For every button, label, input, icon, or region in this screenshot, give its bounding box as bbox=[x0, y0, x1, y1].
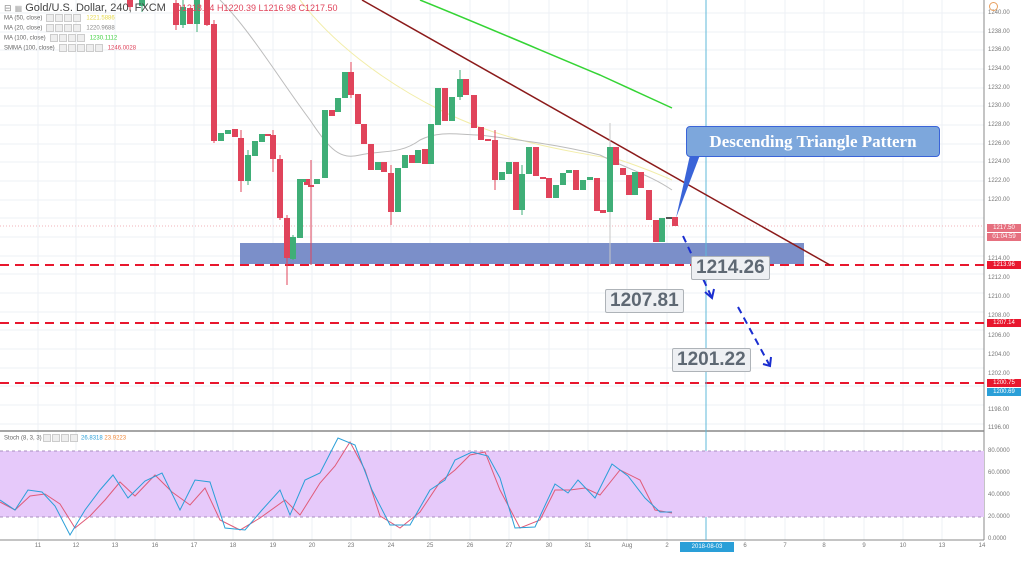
callout-pointer bbox=[676, 155, 700, 218]
pattern-callout[interactable]: Descending Triangle Pattern bbox=[686, 126, 940, 157]
indicator-ma100[interactable]: MA (100, close) 1230.1112 bbox=[4, 34, 118, 42]
descending-trendline[interactable] bbox=[361, 0, 831, 266]
indicator-buttons[interactable] bbox=[58, 44, 104, 52]
stoch-legend[interactable]: Stoch (8, 3, 3) 26.8318 23.9223 bbox=[4, 434, 127, 442]
indicator-buttons[interactable] bbox=[49, 34, 86, 42]
stoch-d-line bbox=[0, 441, 673, 531]
indicator-smma100[interactable]: SMMA (100, close) 1246.0028 bbox=[4, 44, 137, 52]
indicator-buttons[interactable] bbox=[46, 14, 82, 22]
level-label-1207[interactable]: 1207.81 bbox=[605, 289, 684, 313]
stoch-k-line bbox=[0, 437, 672, 537]
ma100-line bbox=[419, 0, 673, 109]
ma20-line bbox=[219, 0, 673, 191]
stoch-d-value: 23.9223 bbox=[104, 435, 127, 442]
stoch-band-fill bbox=[0, 451, 984, 517]
level-tag-1207: 1207.14 bbox=[987, 319, 1021, 327]
level-label-1201[interactable]: 1201.22 bbox=[672, 348, 751, 372]
crosshair-price-tag: 1200.69 bbox=[987, 388, 1021, 396]
indicator-ma20[interactable]: MA (20, close) 1220.9688 bbox=[4, 24, 115, 32]
indicator-buttons[interactable] bbox=[43, 434, 79, 442]
symbol-title[interactable]: Gold/U.S. Dollar, 240, FXCM bbox=[25, 2, 166, 14]
arrow-head-icon bbox=[704, 288, 715, 300]
ohlc-values: O1218.44 H1220.39 L1216.98 C1217.50 bbox=[174, 3, 338, 13]
arrow-head-icon bbox=[762, 356, 772, 368]
support-zone[interactable] bbox=[240, 243, 804, 264]
countdown-tag: 01:04:59 bbox=[987, 233, 1021, 241]
crosshair-time-tag: 2018-08-03 01:00:00 bbox=[680, 542, 734, 560]
collapse-icon[interactable]: ⊟ bbox=[4, 3, 12, 13]
ma50-line bbox=[299, 0, 673, 181]
candles bbox=[127, 0, 678, 285]
indicator-ma50[interactable]: MA (50, close) 1221.5886 bbox=[4, 14, 115, 22]
settings-icon[interactable] bbox=[989, 2, 998, 11]
symbol-icon: ▦ bbox=[14, 4, 23, 13]
level-label-1214[interactable]: 1214.26 bbox=[691, 256, 770, 280]
level-tag-1200: 1200.75 bbox=[987, 379, 1021, 387]
indicator-buttons[interactable] bbox=[46, 24, 82, 32]
chart-header: ⊟ ▦ Gold/U.S. Dollar, 240, FXCM O1218.44… bbox=[4, 2, 338, 14]
stoch-k-value: 26.8318 bbox=[81, 435, 103, 442]
last-price-tag: 1217.50 bbox=[987, 224, 1021, 232]
level-tag-1213: 1213.96 bbox=[987, 261, 1021, 269]
